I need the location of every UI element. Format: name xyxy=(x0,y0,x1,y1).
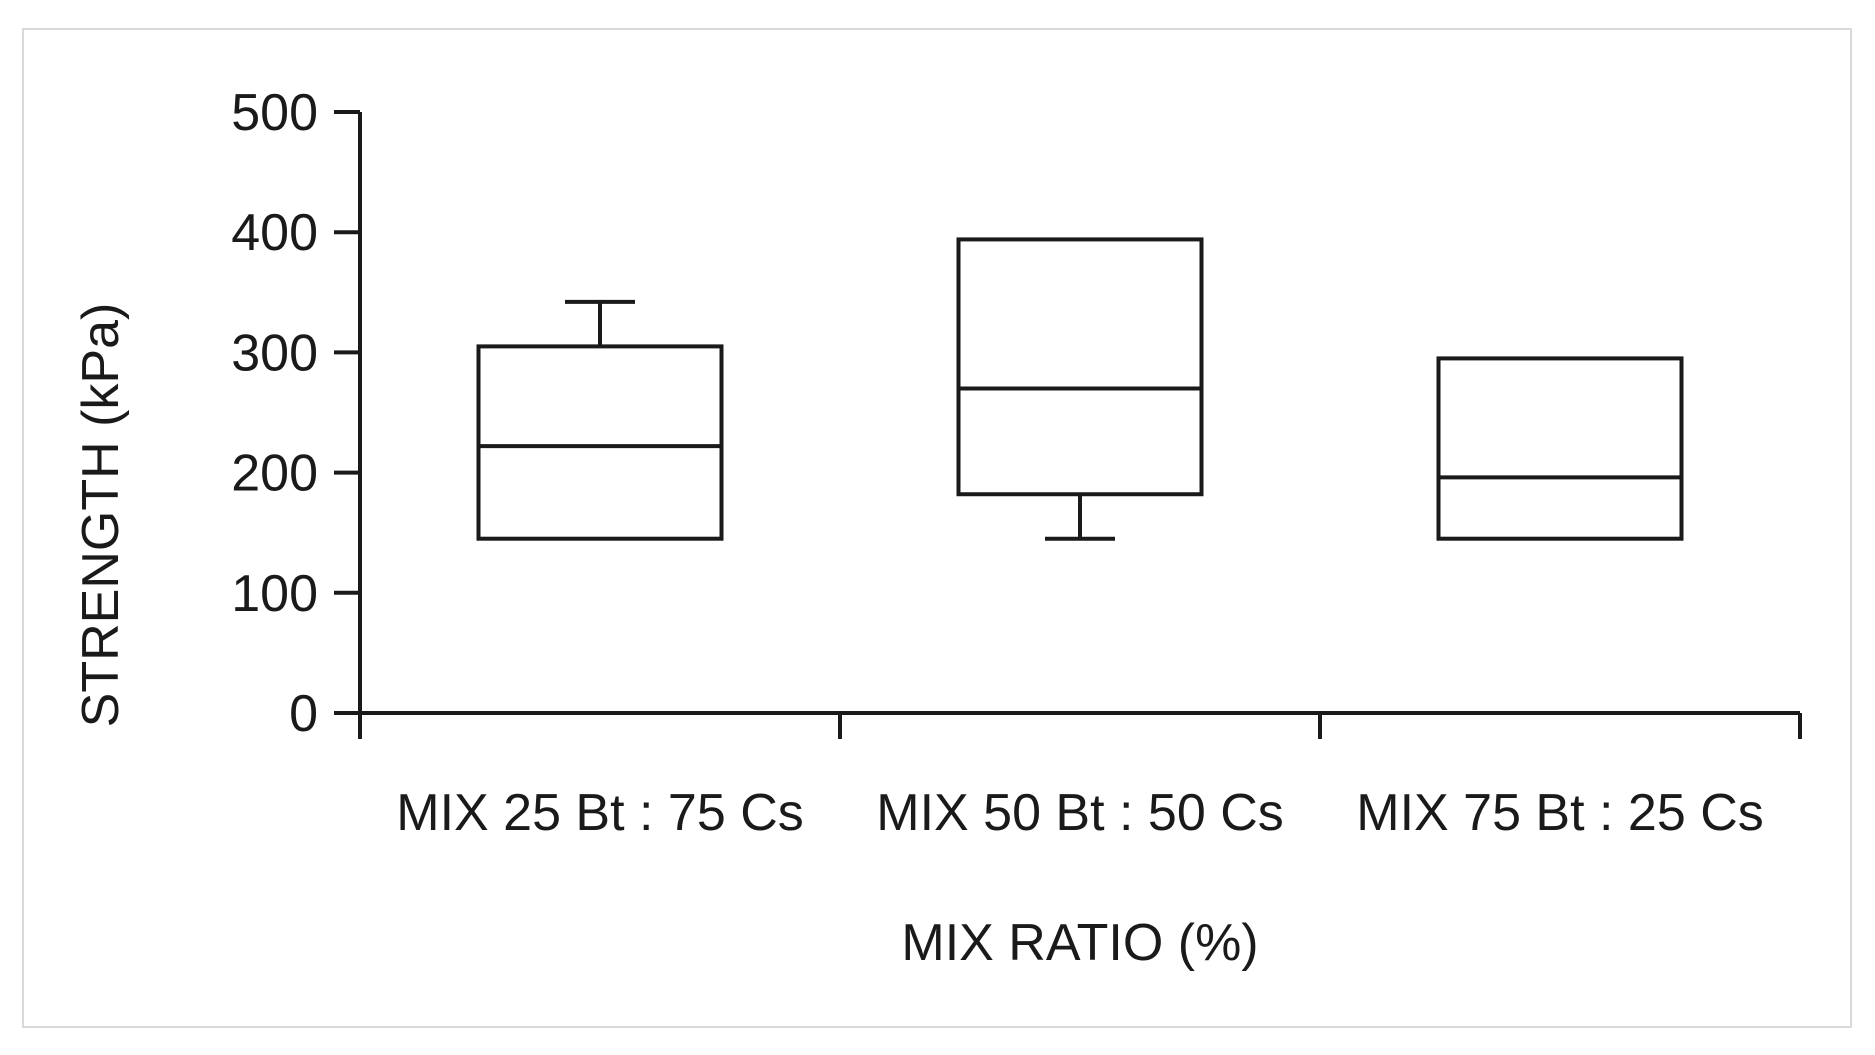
y-tick-label: 0 xyxy=(289,685,318,743)
box-3 xyxy=(1436,356,1684,541)
x-axis-title: MIX RATIO (%) xyxy=(901,914,1258,972)
y-tick-label: 100 xyxy=(231,565,318,623)
box-iqr xyxy=(1436,356,1684,541)
y-tick-label: 500 xyxy=(231,84,318,142)
y-axis-ticks: 0 100 200 300 400 500 xyxy=(231,84,360,743)
box-iqr xyxy=(476,344,724,541)
box-1 xyxy=(476,299,724,541)
y-axis-title: STRENGTH (kPa) xyxy=(72,303,130,728)
y-tick-label: 300 xyxy=(231,324,318,382)
box-plot-boxes xyxy=(476,237,1684,541)
y-tick-label: 200 xyxy=(231,445,318,503)
x-category-label: MIX 75 Bt : 25 Cs xyxy=(1356,784,1764,842)
box-2 xyxy=(956,237,1204,541)
x-category-label: MIX 50 Bt : 50 Cs xyxy=(876,784,1284,842)
x-axis-ticks: MIX 25 Bt : 75 Cs MIX 50 Bt : 50 Cs MIX 75… xyxy=(358,713,1802,842)
y-tick-label: 400 xyxy=(231,204,318,262)
box-iqr xyxy=(956,237,1204,497)
x-category-label: MIX 25 Bt : 75 Cs xyxy=(396,784,804,842)
